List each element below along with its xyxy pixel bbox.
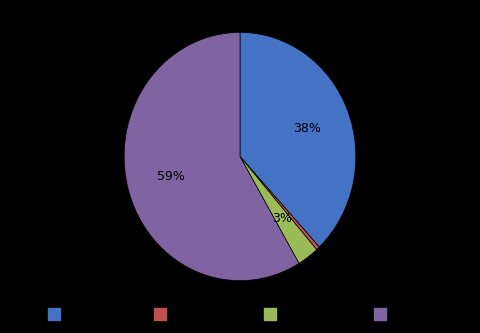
- Wedge shape: [240, 157, 319, 250]
- Wedge shape: [240, 32, 356, 247]
- Wedge shape: [240, 157, 317, 263]
- Wedge shape: [124, 32, 299, 281]
- Text: 59%: 59%: [157, 170, 185, 183]
- Text: 3%: 3%: [272, 212, 292, 225]
- Text: 38%: 38%: [293, 122, 321, 135]
